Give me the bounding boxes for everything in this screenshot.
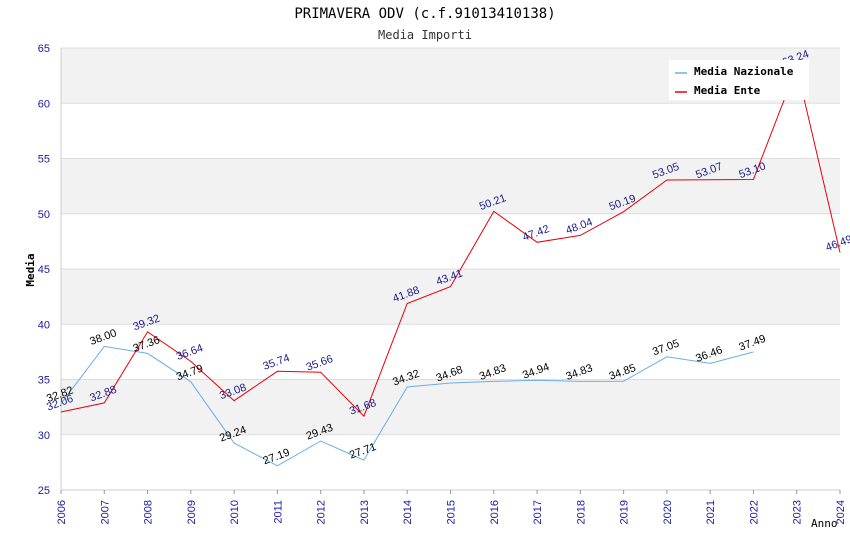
- y-tick-label: 60: [38, 98, 50, 110]
- series-line-media-ente: [60, 65, 841, 418]
- series-lines: [60, 65, 841, 467]
- x-tick-label: 2021: [705, 500, 717, 524]
- x-tick-label: 2016: [489, 500, 501, 524]
- x-tick-label: 2008: [143, 500, 155, 524]
- legend-label-media-ente: Media Ente: [694, 84, 761, 97]
- plot-background-bands: [61, 48, 840, 490]
- x-tick-label: 2017: [532, 500, 544, 524]
- plot-band: [61, 269, 840, 325]
- plot-band: [61, 324, 840, 380]
- plot-band: [61, 103, 840, 159]
- x-tick-label: 2013: [359, 500, 371, 524]
- plot-band: [61, 158, 840, 214]
- x-tick-label: 2012: [316, 500, 328, 524]
- plot-band: [61, 379, 840, 435]
- y-tick-labels: 25 30 35 40 45 50 55 60 65: [38, 43, 50, 497]
- x-tick-labels: 2006 2007 2008 2009 2010 2011 2012 2013 2014 2015…: [56, 490, 847, 524]
- legend-box: [669, 60, 809, 100]
- x-tick-label: 2014: [402, 500, 414, 524]
- x-tick-label: 2006: [56, 500, 68, 524]
- y-tick-label: 50: [38, 209, 50, 221]
- plot-band: [61, 213, 840, 269]
- x-tick-label: 2011: [272, 500, 284, 524]
- y-tick-label: 55: [38, 154, 50, 166]
- x-tick-label: 2024: [835, 500, 847, 524]
- plot-band: [61, 434, 840, 490]
- legend-label-media-nazionale: Media Nazionale: [694, 65, 794, 78]
- y-tick-label: 25: [38, 485, 50, 497]
- y-tick-label: 35: [38, 375, 50, 387]
- x-tick-label: 2018: [575, 500, 587, 524]
- x-tick-label: 2019: [619, 500, 631, 524]
- y-tick-label: 40: [38, 319, 50, 331]
- x-tick-label: 2009: [186, 500, 198, 524]
- x-tick-label: 2007: [99, 500, 111, 524]
- y-tick-label: 30: [38, 430, 50, 442]
- chart-title: PRIMAVERA ODV (c.f.91013410138): [294, 6, 555, 22]
- series-line-media-nazionale: [60, 345, 754, 467]
- x-tick-label: 2015: [446, 500, 458, 524]
- legend: Media Nazionale Media Ente: [669, 60, 809, 100]
- x-tick-label: 2010: [229, 500, 241, 524]
- y-tick-label: 45: [38, 264, 50, 276]
- chart-subtitle: Media Importi: [378, 28, 472, 42]
- x-tick-label: 2023: [792, 500, 804, 524]
- x-axis-label: Anno: [811, 517, 838, 530]
- y-axis-label: Media: [24, 253, 37, 286]
- x-tick-label: 2020: [662, 500, 674, 524]
- y-tick-label: 65: [38, 43, 50, 55]
- x-tick-label: 2022: [748, 500, 760, 524]
